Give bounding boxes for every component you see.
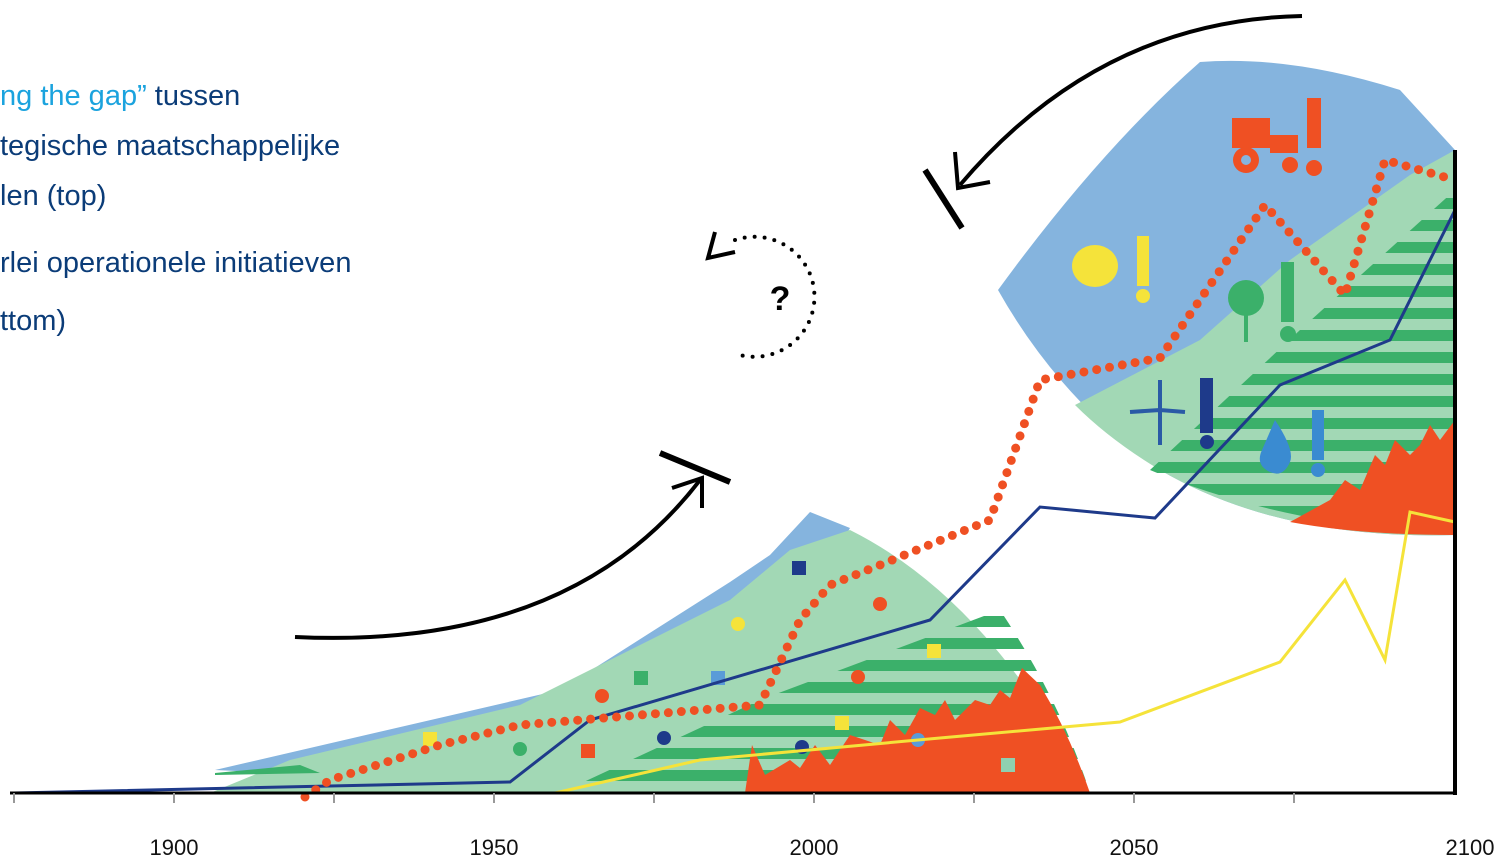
highlight: ng the gap” xyxy=(0,80,147,112)
intro-line: rlei operationele initiatieven xyxy=(0,247,351,279)
intro-line: ttom) xyxy=(0,305,66,337)
axis-label: 2100 xyxy=(1446,835,1495,860)
question-loop: ? xyxy=(708,232,814,357)
axis-label: 2000 xyxy=(790,835,839,860)
intro-line: ng the gap” tussen xyxy=(0,80,240,112)
intro-text: ng the gap” tussen tegische maatschappel… xyxy=(0,80,351,337)
exclaim xyxy=(1200,378,1214,449)
text: tussen xyxy=(147,80,241,112)
axis-label: 1950 xyxy=(470,835,519,860)
intro-line: tegische maatschappelijke xyxy=(0,130,340,162)
arrow-up xyxy=(295,453,730,638)
axis-label: 1900 xyxy=(150,835,199,860)
page: {"intro": {"lines": [ {"highlight": "ng … xyxy=(0,0,1499,866)
axis-label: 2050 xyxy=(1110,835,1159,860)
illustration: ? 1900 1950 2000 2050 2100 ng the gap” t… xyxy=(0,0,1499,866)
intro-line: len (top) xyxy=(0,180,106,212)
question-mark: ? xyxy=(770,280,791,318)
